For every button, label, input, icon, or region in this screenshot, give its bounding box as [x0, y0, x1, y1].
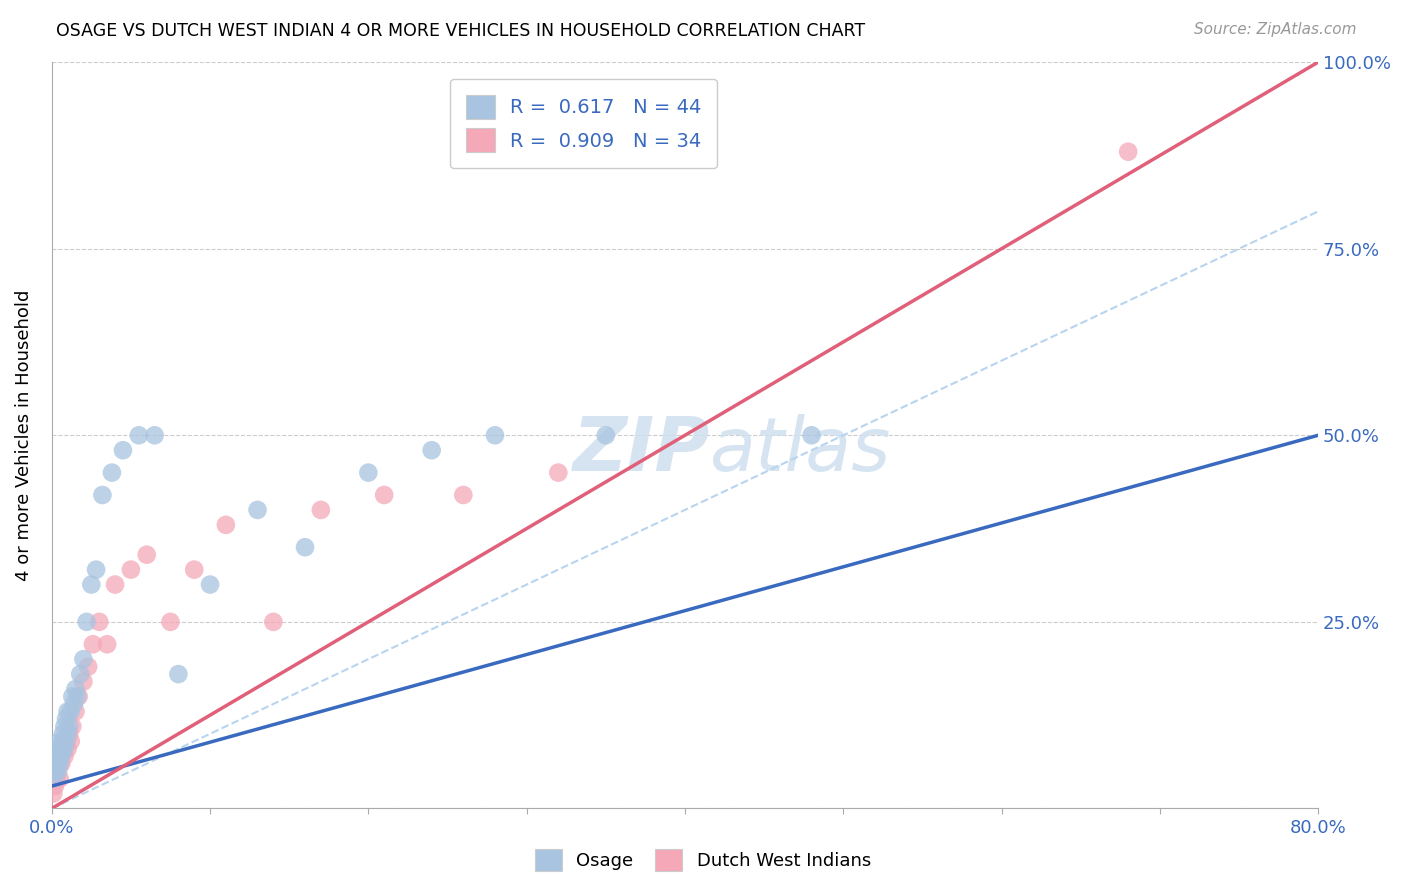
Point: [82, 637, 104, 651]
Point: [357, 466, 380, 480]
Point: [69, 667, 91, 681]
Point: [135, 548, 157, 562]
Point: [46, 741, 69, 756]
Point: [484, 428, 506, 442]
Point: [52, 727, 75, 741]
Point: [48, 772, 70, 786]
Point: [48, 734, 70, 748]
Point: [59, 705, 82, 719]
Point: [51, 741, 73, 756]
Point: [55, 734, 77, 748]
Point: [53, 741, 76, 756]
Point: [89, 615, 111, 629]
Point: [101, 466, 124, 480]
Point: [53, 749, 76, 764]
Point: [65, 681, 87, 696]
Point: [58, 727, 80, 741]
Point: [183, 563, 205, 577]
Point: [42, 772, 65, 786]
Legend: Osage, Dutch West Indians: Osage, Dutch West Indians: [527, 842, 879, 879]
Point: [96, 637, 118, 651]
Point: [46, 756, 69, 771]
Point: [66, 690, 89, 704]
Point: [59, 734, 82, 748]
Point: [111, 443, 134, 458]
Point: [51, 756, 73, 771]
Point: [453, 488, 475, 502]
Point: [48, 749, 70, 764]
Point: [373, 488, 395, 502]
Point: [56, 727, 79, 741]
Point: [294, 540, 316, 554]
Point: [800, 428, 823, 442]
Point: [44, 779, 66, 793]
Point: [76, 615, 98, 629]
Point: [42, 787, 65, 801]
Point: [67, 690, 90, 704]
Text: OSAGE VS DUTCH WEST INDIAN 4 OR MORE VEHICLES IN HOUSEHOLD CORRELATION CHART: OSAGE VS DUTCH WEST INDIAN 4 OR MORE VEH…: [56, 22, 865, 40]
Point: [77, 659, 100, 673]
Point: [547, 466, 569, 480]
Point: [262, 615, 284, 629]
Point: [167, 667, 190, 681]
Text: Source: ZipAtlas.com: Source: ZipAtlas.com: [1194, 22, 1357, 37]
Point: [45, 749, 67, 764]
Point: [120, 563, 142, 577]
Point: [53, 719, 76, 733]
Point: [91, 488, 114, 502]
Point: [44, 764, 66, 778]
Point: [1116, 145, 1139, 159]
Point: [246, 503, 269, 517]
Point: [159, 615, 181, 629]
Point: [51, 749, 73, 764]
Point: [60, 719, 83, 733]
Text: ZIP: ZIP: [574, 414, 710, 487]
Point: [80, 577, 103, 591]
Point: [215, 517, 238, 532]
Point: [84, 563, 107, 577]
Legend: R =  0.617   N = 44, R =  0.909   N = 34: R = 0.617 N = 44, R = 0.909 N = 34: [450, 79, 717, 168]
Point: [60, 690, 83, 704]
Point: [45, 764, 67, 778]
Point: [72, 652, 94, 666]
Point: [56, 741, 79, 756]
Y-axis label: 4 or more Vehicles in Household: 4 or more Vehicles in Household: [15, 290, 32, 581]
Point: [46, 764, 69, 778]
Point: [52, 734, 75, 748]
Point: [72, 674, 94, 689]
Text: atlas: atlas: [710, 414, 891, 486]
Point: [45, 756, 67, 771]
Point: [55, 712, 77, 726]
Point: [58, 719, 80, 733]
Point: [104, 577, 127, 591]
Point: [55, 734, 77, 748]
Point: [420, 443, 443, 458]
Point: [52, 741, 75, 756]
Point: [63, 697, 86, 711]
Point: [309, 503, 332, 517]
Point: [128, 428, 150, 442]
Point: [143, 428, 166, 442]
Point: [198, 577, 221, 591]
Point: [65, 705, 87, 719]
Point: [48, 756, 70, 771]
Point: [48, 749, 70, 764]
Point: [56, 705, 79, 719]
Point: [45, 772, 67, 786]
Point: [595, 428, 617, 442]
